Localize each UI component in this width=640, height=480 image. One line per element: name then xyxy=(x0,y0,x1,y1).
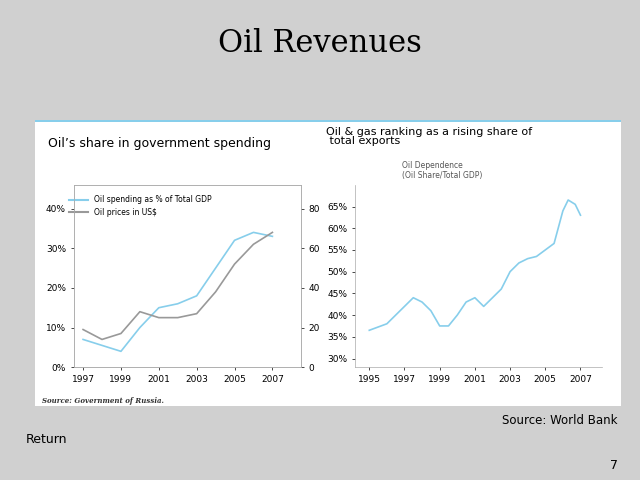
Text: Source: Government of Russia.: Source: Government of Russia. xyxy=(42,397,164,405)
Text: Return: Return xyxy=(26,432,67,446)
Text: Source: World Bank: Source: World Bank xyxy=(502,413,618,427)
Legend: Oil spending as % of Total GDP, Oil prices in US$: Oil spending as % of Total GDP, Oil pric… xyxy=(66,192,215,220)
Text: Oil Revenues: Oil Revenues xyxy=(218,28,422,59)
Text: Oil’s share in government spending: Oil’s share in government spending xyxy=(48,137,271,151)
Text: Oil Dependence
(Oil Share/Total GDP): Oil Dependence (Oil Share/Total GDP) xyxy=(402,161,483,180)
Text: Oil & gas ranking as a rising share of: Oil & gas ranking as a rising share of xyxy=(326,127,532,137)
Text: total exports: total exports xyxy=(326,136,401,146)
Text: 7: 7 xyxy=(610,459,618,472)
